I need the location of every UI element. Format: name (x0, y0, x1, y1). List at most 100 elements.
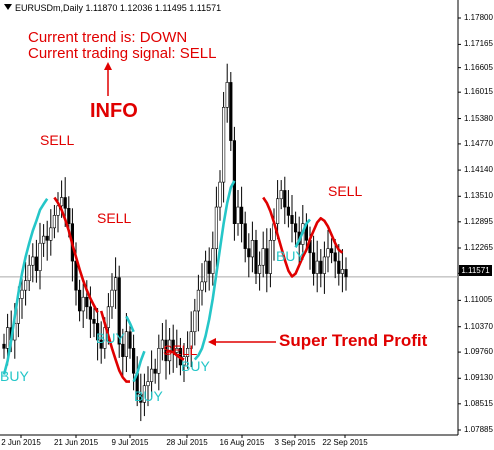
candle-body (225, 82, 229, 108)
supertrend-buy-line (132, 350, 146, 383)
supertrend-buy-line (193, 180, 236, 361)
supertrend-sell-line (99, 310, 130, 383)
candle-body (204, 260, 208, 283)
signal-label-sell: SELL (40, 132, 75, 148)
candle-body (31, 256, 35, 266)
info-trend-text: Current trend is: DOWN (28, 29, 188, 46)
y-tick-label: 1.12265 (464, 242, 493, 252)
candle-body (67, 208, 71, 224)
candle-body (293, 223, 298, 233)
candle-body (254, 240, 258, 274)
candle-body (322, 256, 327, 274)
candle-body (96, 323, 100, 341)
candle-body (139, 393, 143, 403)
y-tick-label: 1.08515 (464, 398, 493, 408)
signal-label-buy: BUY (134, 388, 163, 404)
candle-body (81, 296, 85, 312)
candle-body (114, 277, 118, 291)
y-tick-label: 1.15380 (464, 113, 493, 123)
candle-body (27, 264, 31, 281)
y-tick-label: 1.13510 (464, 191, 493, 201)
info-title: INFO (90, 100, 138, 122)
signal-label-buy: BUY (96, 330, 125, 346)
candle-body (63, 197, 67, 209)
candle-body (207, 260, 211, 274)
candle-body (85, 296, 89, 308)
candle-body (326, 248, 330, 258)
candle-body (59, 197, 64, 207)
candle-body (283, 190, 287, 208)
candle-body (344, 269, 348, 278)
candle-body (74, 260, 78, 291)
y-tick-label: 1.16605 (464, 62, 493, 72)
candle-body (20, 289, 24, 299)
candle-body (49, 227, 53, 241)
chart-header: EURUSDm,Daily 1.11870 1.12036 1.11495 1.… (4, 3, 221, 13)
candle-body (175, 348, 179, 353)
candle-body (333, 252, 337, 262)
x-tick-label: 3 Sep 2015 (274, 438, 316, 447)
candle-body (128, 331, 132, 349)
candle-body (38, 242, 42, 271)
signal-label-sell: SELL (97, 210, 132, 226)
candle-body (240, 206, 244, 224)
candle-body (117, 277, 121, 345)
supertrend-buy-line (294, 218, 311, 248)
candle-body (214, 206, 219, 249)
candle-body (132, 348, 136, 374)
signal-label-buy: BUY (276, 248, 305, 264)
candle-body (236, 206, 240, 224)
y-tick-label: 1.14140 (464, 165, 493, 175)
y-tick-label: 1.11005 (464, 295, 493, 305)
candle-body (200, 281, 204, 291)
supertrend-sell-line (262, 196, 344, 278)
candle-body (6, 327, 10, 349)
chart-header-text: EURUSDm,Daily 1.11870 1.12036 1.11495 1.… (15, 3, 222, 13)
candle-body (279, 190, 283, 200)
signal-label-sell: SELL (163, 342, 198, 358)
candle-body (218, 181, 222, 208)
candle-body (153, 368, 157, 374)
signal-label-buy: BUY (181, 358, 210, 374)
candle-body (150, 368, 154, 382)
candle-body (193, 310, 197, 333)
candle-body (92, 318, 96, 324)
candle-body (34, 256, 38, 271)
candle-body (247, 248, 251, 258)
candle-body (56, 205, 60, 216)
candle-body (243, 223, 247, 249)
y-tick-label: 1.17165 (464, 39, 493, 49)
dropdown-icon[interactable] (4, 4, 12, 10)
signal-label-sell: SELL (328, 183, 363, 199)
candle-body (275, 198, 280, 224)
candle-body (265, 248, 269, 274)
y-tick-label: 1.10370 (464, 321, 493, 331)
supertrend-buy-line (2, 198, 49, 375)
info-arrow-head (104, 62, 112, 70)
candle-body (315, 260, 319, 274)
supertrend-sell-line (53, 196, 99, 313)
candle-body (329, 248, 334, 254)
x-tick-label: 28 Jul 2015 (166, 438, 208, 447)
candle-body (189, 331, 193, 349)
y-tick-label: 1.17800 (464, 13, 493, 22)
candle-body (88, 306, 92, 320)
candle-body (229, 82, 233, 141)
candle-body (99, 339, 103, 349)
candle-body (157, 348, 161, 374)
candle-body (186, 348, 190, 357)
candle-body (340, 269, 345, 274)
x-tick-label: 9 Jul 2015 (111, 438, 149, 447)
candle-body (261, 248, 265, 266)
y-tick-label: 1.09130 (464, 373, 493, 383)
signal-label-buy: BUY (0, 368, 29, 384)
candle-body (319, 260, 323, 274)
x-tick-label: 16 Aug 2015 (219, 438, 265, 447)
candle-body (23, 280, 28, 291)
y-tick-label: 1.12895 (464, 216, 493, 226)
y-tick-label: 1.07885 (464, 425, 493, 434)
supertrend-sell-line (165, 349, 185, 361)
profit-arrow-head (208, 338, 216, 346)
